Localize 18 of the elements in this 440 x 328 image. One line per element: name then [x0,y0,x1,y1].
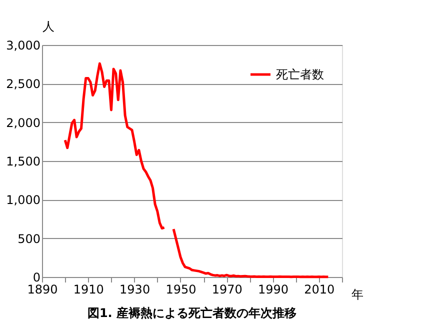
y-tick-label: 0 [32,270,40,284]
y-tick-label: 500 [18,232,40,246]
text: 図1. 産褥熱による死亡者数の年次推移 [87,306,297,320]
x-tick-label: 1910 [73,282,104,296]
x-tick-label: 1950 [166,282,196,296]
x-tick-label: 1930 [120,282,150,296]
x-axis-title: 年 [352,288,364,302]
x-tick-label: 1990 [258,282,289,296]
y-tick-label: 1,500 [6,154,40,168]
legend-label: 死亡者数 [276,68,324,82]
y-tick-label: 2,500 [6,77,40,92]
x-tick-label: 2010 [304,282,335,296]
y-tick-label: 2,000 [6,116,40,130]
y-tick-label: 1,000 [6,193,40,208]
y-tick-label: 3,000 [6,38,40,52]
y-axis-title: 人 [42,20,54,34]
x-tick-label: 1970 [212,282,242,296]
x-tick-label: 1890 [27,282,58,296]
